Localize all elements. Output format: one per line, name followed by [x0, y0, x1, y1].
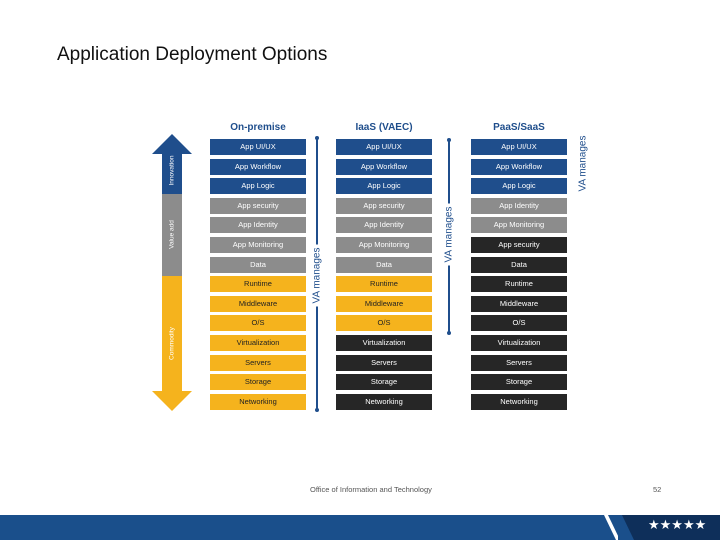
stack-layer: O/S — [336, 315, 432, 332]
stack-layer: App Identity — [336, 217, 432, 234]
va-manages-label-paas: VA manages — [577, 127, 589, 200]
stack-layer: Data — [336, 256, 432, 273]
stack-layer: Virtualization — [210, 335, 306, 351]
slide-title: Application Deployment Options — [57, 44, 328, 65]
stack-layer: App Workflow — [471, 158, 567, 175]
stack-layer: App UI/UX — [336, 139, 432, 155]
stack-layer: Storage — [471, 374, 567, 391]
stack-layer: Data — [471, 256, 567, 273]
arrow-up-icon — [152, 134, 192, 154]
line-end-dot — [315, 408, 319, 412]
stack-layer: App Logic — [471, 178, 567, 195]
footer-bar — [0, 515, 720, 540]
stack-layer: Networking — [471, 393, 567, 410]
line-end-dot — [447, 138, 451, 142]
line-end-dot — [315, 136, 319, 140]
stack-layer: Middleware — [336, 295, 432, 312]
stack-layer: Networking — [336, 393, 432, 410]
stack-layer: Virtualization — [336, 335, 432, 351]
column-header-iaas: IaaS (VAEC) — [355, 122, 413, 133]
stack-layer: O/S — [471, 315, 567, 332]
stack-layer: App Workflow — [336, 158, 432, 175]
stack-layer: App Monitoring — [210, 237, 306, 253]
stack-layer: Servers — [471, 354, 567, 371]
arrow-segment-value-add — [162, 194, 182, 276]
stack-layer: App Identity — [210, 217, 306, 234]
va-manages-label-iaas: VA manages — [443, 203, 455, 266]
arrow-label-commodity: Commodity — [168, 327, 176, 360]
stack-layer: Runtime — [336, 276, 432, 293]
stars-icon: ★★★★★ — [648, 518, 707, 533]
stack-layer: Data — [210, 256, 306, 273]
arrow-segment-commodity — [162, 276, 182, 391]
stack-layer: Virtualization — [471, 335, 567, 351]
stack-layer: App Monitoring — [336, 237, 432, 253]
arrow-down-icon — [152, 391, 192, 411]
stack-layer: App Workflow — [210, 158, 306, 175]
line-end-dot — [447, 331, 451, 335]
stack-layer: Runtime — [210, 276, 306, 293]
arrow-label-innovation: Innovation — [168, 155, 176, 186]
stack-layer: App UI/UX — [471, 139, 567, 155]
stack-layer: App Monitoring — [471, 217, 567, 234]
stack-layer: Storage — [336, 374, 432, 391]
stack-layer: Storage — [210, 374, 306, 391]
footer-corner — [622, 515, 720, 540]
page-number: 52 — [653, 485, 662, 494]
stack-layer: Networking — [210, 393, 306, 410]
column-header-paas-saas: PaaS/SaaS — [493, 122, 545, 133]
stack-layer: App Logic — [210, 178, 306, 195]
arrow-label-value-add: Value add — [168, 220, 176, 249]
arrow-segment-innovation — [162, 154, 182, 194]
stack-layer: Middleware — [210, 295, 306, 312]
stack-layer: Runtime — [471, 276, 567, 293]
column-header-on-premise: On-premise — [230, 122, 286, 133]
stack-layer: App Identity — [471, 197, 567, 214]
stack-layer: App security — [471, 237, 567, 253]
stack-layer: Servers — [210, 354, 306, 371]
footer-office-name: Office of Information and Technology — [310, 485, 432, 494]
stack-layer: App UI/UX — [210, 139, 306, 155]
stack-layer: App security — [210, 197, 306, 214]
stack-layer: O/S — [210, 315, 306, 332]
stack-layer: App Logic — [336, 178, 432, 195]
stack-layer: Servers — [336, 354, 432, 371]
stack-layer: Middleware — [471, 295, 567, 312]
va-manages-label-onprem: VA manages — [311, 244, 323, 307]
stack-layer: App security — [336, 197, 432, 214]
